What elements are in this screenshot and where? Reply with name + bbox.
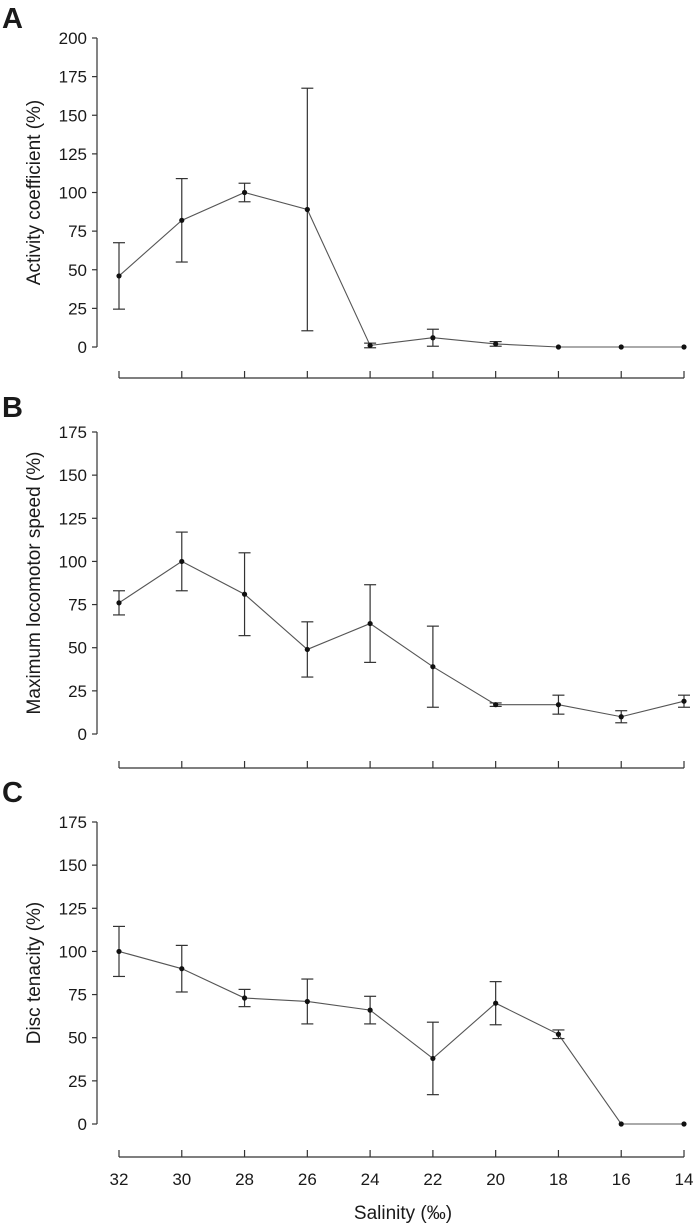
x-tick-label: 20 [486, 1170, 505, 1189]
data-point [493, 1000, 499, 1006]
data-point [555, 702, 562, 708]
data-point [179, 558, 185, 565]
y-tick-label: 75 [68, 222, 87, 241]
data-point [430, 1055, 436, 1062]
y-tick-label: 25 [68, 299, 87, 318]
x-tick-label: 16 [612, 1170, 631, 1189]
series-line [118, 950, 684, 1125]
data-point [555, 1031, 562, 1037]
data-point [116, 948, 122, 955]
y-tick-label: 0 [78, 725, 87, 744]
y-tick-label: 150 [59, 856, 87, 875]
data-point [555, 344, 562, 350]
y-axis-title: Disc tenacity (%) [24, 902, 45, 1045]
y-tick-label: 150 [59, 106, 87, 125]
y-axis-title: Activity coefficient (%) [24, 100, 45, 285]
data-point [367, 620, 373, 627]
y-tick-label: 100 [59, 552, 87, 571]
x-axis-title: Salinity (‰) [354, 1203, 452, 1224]
y-tick-label: 50 [68, 261, 87, 280]
data-point [241, 995, 248, 1001]
chart-panel-a: A 0 25 50 75 100 125 150 175 200 Activity coeffici… [2, 3, 687, 379]
y-tick-label: 175 [59, 68, 87, 87]
panel-letter: B [2, 392, 23, 424]
y-tick-label: 25 [68, 1072, 87, 1091]
y-tick-label: 175 [59, 423, 87, 442]
series-line [118, 191, 684, 348]
data-point [179, 966, 185, 972]
y-tick-label: 100 [59, 942, 87, 961]
data-point [430, 664, 436, 670]
data-point [681, 344, 687, 350]
x-tick-label: 22 [423, 1170, 442, 1189]
x-tick-label: 32 [110, 1170, 129, 1189]
y-tick-label: 0 [78, 338, 87, 357]
panel-letter: A [2, 3, 23, 35]
y-tick-label: 25 [68, 682, 87, 701]
data-point [430, 335, 436, 341]
data-point [493, 341, 499, 347]
data-point [681, 698, 687, 704]
data-point [367, 342, 373, 349]
y-tick-label: 125 [59, 145, 87, 164]
data-point [179, 217, 185, 223]
data-point [367, 1007, 373, 1013]
data-point [116, 273, 122, 279]
series-line [118, 560, 685, 718]
x-tick-label: 26 [298, 1170, 317, 1189]
y-tick-label: 100 [59, 184, 87, 203]
y-tick-label: 75 [68, 986, 87, 1005]
chart-panel-b: B 0 25 50 75 100 125 150 175 Maximum locomotor sp… [2, 392, 690, 769]
y-tick-label: 125 [59, 899, 87, 918]
data-point [304, 998, 310, 1005]
data-point [618, 344, 624, 350]
x-tick-label: 28 [235, 1170, 254, 1189]
data-point [116, 600, 122, 606]
chart-panel-c: C 0 25 50 75 100 125 150 175 Disc tenacity (%) 32 3… [2, 777, 693, 1224]
data-point [304, 646, 310, 653]
y-tick-label: 50 [68, 1029, 87, 1048]
data-point [241, 189, 248, 196]
data-point [493, 702, 499, 708]
x-tick-label: 18 [549, 1170, 568, 1189]
data-point [618, 1121, 624, 1127]
y-tick-label: 75 [68, 596, 87, 615]
y-tick-label: 50 [68, 639, 87, 658]
panel-letter: C [2, 777, 23, 809]
x-tick-label: 14 [675, 1170, 694, 1189]
y-tick-label: 175 [59, 813, 87, 832]
y-tick-label: 125 [59, 509, 87, 528]
x-tick-label: 24 [361, 1170, 380, 1189]
x-tick-label: 30 [172, 1170, 191, 1189]
y-tick-label: 0 [78, 1115, 87, 1134]
y-tick-label: 150 [59, 466, 87, 485]
data-point [241, 591, 248, 597]
data-point [681, 1121, 687, 1127]
data-point [618, 714, 624, 720]
y-axis-title: Maximum locomotor speed (%) [24, 452, 45, 715]
y-tick-label: 200 [59, 29, 87, 48]
data-point [304, 206, 310, 213]
